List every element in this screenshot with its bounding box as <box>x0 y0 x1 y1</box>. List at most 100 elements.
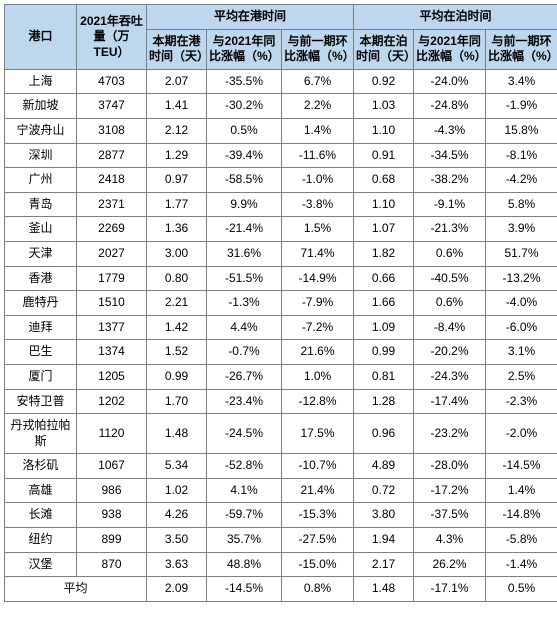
cell-pyoy: 48.8% <box>207 552 282 577</box>
table-row: 丹戎帕拉帕斯11201.48-24.5%17.5%0.96-23.2%-2.0% <box>5 414 557 454</box>
cell-pyoy: -21.4% <box>207 217 282 242</box>
cell-pyoy: -23.4% <box>207 389 282 414</box>
cell-bd: 1.94 <box>354 528 414 553</box>
th-throughput: 2021年吞吐量（万TEU） <box>77 5 147 70</box>
cell-port: 丹戎帕拉帕斯 <box>5 414 77 454</box>
cell-byoy: -17.4% <box>414 389 486 414</box>
cell-port: 釜山 <box>5 217 77 242</box>
cell-teu: 1202 <box>77 389 147 414</box>
cell-byoy: -23.2% <box>414 414 486 454</box>
cell-pd: 0.97 <box>147 168 207 193</box>
table-row: 安特卫普12021.70-23.4%-12.8%1.28-17.4%-2.3% <box>5 389 557 414</box>
cell-pyoy: -58.5% <box>207 168 282 193</box>
cell-pd: 2.07 <box>147 69 207 94</box>
cell-pmom: -12.8% <box>282 389 354 414</box>
cell-pyoy: -59.7% <box>207 503 282 528</box>
cell-bmom: -14.5% <box>486 454 557 479</box>
cell-bmom: -8.1% <box>486 143 557 168</box>
cell-port: 巴生 <box>5 340 77 365</box>
cell-bd: 1.82 <box>354 241 414 266</box>
cell-bd: 0.96 <box>354 414 414 454</box>
cell-byoy: -24.8% <box>414 94 486 119</box>
cell-byoy: -20.2% <box>414 340 486 365</box>
cell-teu: 1120 <box>77 414 147 454</box>
cell-bmom: 51.7% <box>486 241 557 266</box>
cell-port: 安特卫普 <box>5 389 77 414</box>
cell-bd: 4.89 <box>354 454 414 479</box>
cell-pd: 1.41 <box>147 94 207 119</box>
table-row: 上海47032.07-35.5%6.7%0.92-24.0%3.4% <box>5 69 557 94</box>
cell-teu: 2269 <box>77 217 147 242</box>
cell-bd: 1.07 <box>354 217 414 242</box>
table-row: 宁波舟山31082.120.5%1.4%1.10-4.3%15.8% <box>5 118 557 143</box>
cell-bmom: 5.8% <box>486 192 557 217</box>
table-row: 纽约8993.5035.7%-27.5%1.944.3%-5.8% <box>5 528 557 553</box>
cell-pd: 1.42 <box>147 315 207 340</box>
cell-bd: 1.10 <box>354 192 414 217</box>
cell-pd: 1.36 <box>147 217 207 242</box>
cell-bmom: 3.4% <box>486 69 557 94</box>
cell-teu: 1374 <box>77 340 147 365</box>
cell-teu: 3108 <box>77 118 147 143</box>
table-row: 长滩9384.26-59.7%-15.3%3.80-37.5%-14.8% <box>5 503 557 528</box>
port-stats-table: 港口 2021年吞吐量（万TEU） 平均在港时间 平均在泊时间 本期在港时间（天… <box>4 4 557 602</box>
cell-pd: 1.02 <box>147 478 207 503</box>
cell-teu: 2027 <box>77 241 147 266</box>
cell-pmom: 1.4% <box>282 118 354 143</box>
cell-pmom: -14.9% <box>282 266 354 291</box>
cell-byoy: 26.2% <box>414 552 486 577</box>
cell-pyoy: -35.5% <box>207 69 282 94</box>
cell-byoy: -40.5% <box>414 266 486 291</box>
cell-teu: 899 <box>77 528 147 553</box>
th-berth-yoy: 与2021年同比涨幅（%） <box>414 29 486 69</box>
cell-pd: 1.52 <box>147 340 207 365</box>
cell-average-byoy: -17.1% <box>414 577 486 602</box>
cell-bmom: 3.1% <box>486 340 557 365</box>
cell-byoy: 4.3% <box>414 528 486 553</box>
cell-bd: 0.81 <box>354 364 414 389</box>
cell-average-pyoy: -14.5% <box>207 577 282 602</box>
cell-teu: 938 <box>77 503 147 528</box>
cell-byoy: -8.4% <box>414 315 486 340</box>
cell-teu: 870 <box>77 552 147 577</box>
cell-pmom: -3.8% <box>282 192 354 217</box>
cell-bmom: 15.8% <box>486 118 557 143</box>
cell-port: 天津 <box>5 241 77 266</box>
cell-pd: 1.29 <box>147 143 207 168</box>
cell-byoy: -17.2% <box>414 478 486 503</box>
cell-pyoy: 31.6% <box>207 241 282 266</box>
cell-pyoy: 4.1% <box>207 478 282 503</box>
cell-pyoy: 0.5% <box>207 118 282 143</box>
cell-byoy: -24.0% <box>414 69 486 94</box>
cell-bd: 1.09 <box>354 315 414 340</box>
cell-pyoy: 4.4% <box>207 315 282 340</box>
cell-pyoy: 35.7% <box>207 528 282 553</box>
cell-bmom: 1.4% <box>486 478 557 503</box>
table-row: 洛杉矶10675.34-52.8%-10.7%4.89-28.0%-14.5% <box>5 454 557 479</box>
cell-port: 新加坡 <box>5 94 77 119</box>
cell-bmom: -2.0% <box>486 414 557 454</box>
cell-byoy: -4.3% <box>414 118 486 143</box>
cell-port: 深圳 <box>5 143 77 168</box>
table-row: 汉堡8703.6348.8%-15.0%2.1726.2%-1.4% <box>5 552 557 577</box>
th-port-days: 本期在港时间（天） <box>147 29 207 69</box>
cell-pyoy: -1.3% <box>207 291 282 316</box>
cell-port: 上海 <box>5 69 77 94</box>
cell-byoy: -34.5% <box>414 143 486 168</box>
cell-pd: 3.00 <box>147 241 207 266</box>
th-port-yoy: 与2021年同比涨幅（%） <box>207 29 282 69</box>
cell-bd: 0.91 <box>354 143 414 168</box>
cell-teu: 4703 <box>77 69 147 94</box>
cell-byoy: 0.6% <box>414 241 486 266</box>
cell-byoy: -21.3% <box>414 217 486 242</box>
cell-pmom: 1.0% <box>282 364 354 389</box>
cell-port: 香港 <box>5 266 77 291</box>
cell-bmom: -1.9% <box>486 94 557 119</box>
cell-teu: 2418 <box>77 168 147 193</box>
table-row: 青岛23711.779.9%-3.8%1.10-9.1%5.8% <box>5 192 557 217</box>
cell-pd: 2.12 <box>147 118 207 143</box>
table-row: 巴生13741.52-0.7%21.6%0.99-20.2%3.1% <box>5 340 557 365</box>
table-row: 新加坡37471.41-30.2%2.2%1.03-24.8%-1.9% <box>5 94 557 119</box>
table-row: 广州24180.97-58.5%-1.0%0.68-38.2%-4.2% <box>5 168 557 193</box>
cell-bd: 0.92 <box>354 69 414 94</box>
